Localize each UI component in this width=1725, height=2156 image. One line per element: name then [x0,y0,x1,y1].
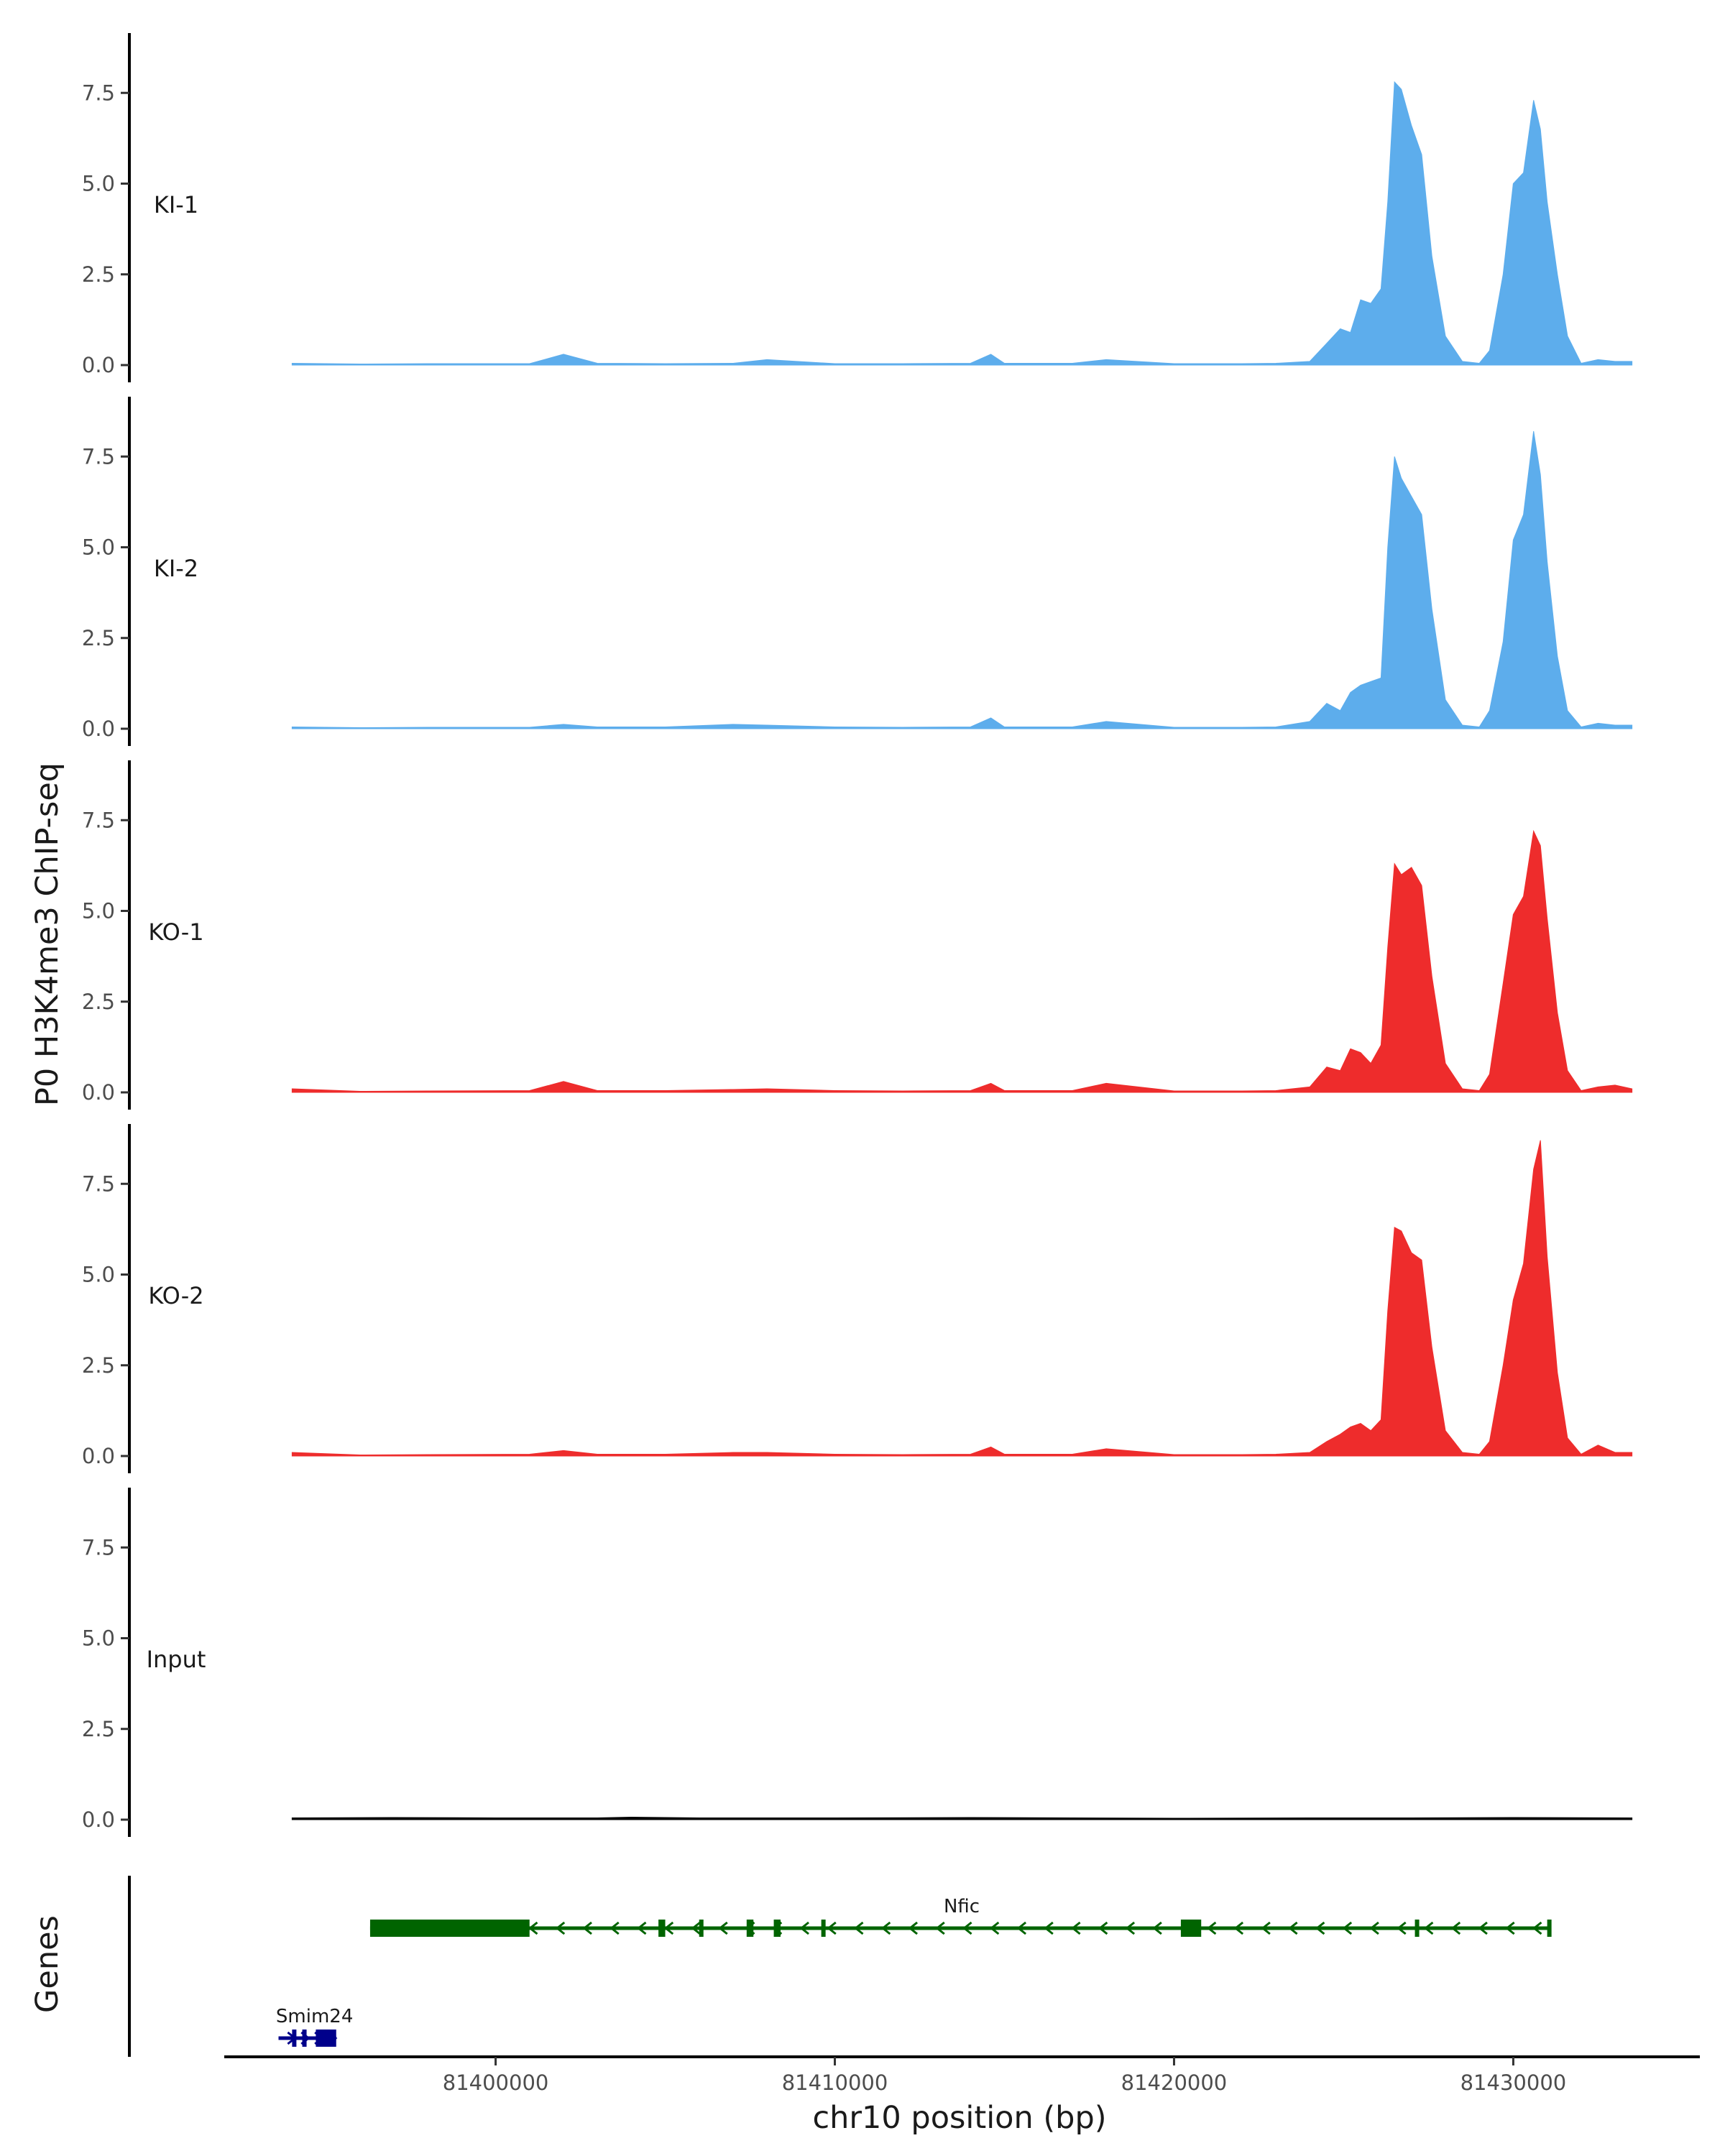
strand-arrow [1233,1921,1244,1935]
exon [746,1920,754,1937]
strand-arrow [1478,1921,1488,1935]
strand-arrow [555,1921,566,1935]
track-ki-1: 0.0 2.5 5.0 7.5 KI-1 [82,33,1633,382]
y-tick-label: 7.5 [82,1171,115,1196]
strand-arrow [989,1921,1000,1935]
strand-arrow [582,1921,592,1935]
signal-area [291,829,1633,1093]
strand-arrow [1424,1921,1434,1935]
y-tick-label: 7.5 [82,808,115,832]
y-tick-label: 2.5 [82,1717,115,1741]
gene-nfic: Nfic [369,1896,1552,1937]
exon [302,2030,307,2047]
strand-arrow [799,1921,809,1935]
y-tick-label: 0.0 [82,717,115,741]
exon [658,1920,666,1937]
y-tick-label: 5.0 [82,1263,115,1287]
strand-arrow [1098,1921,1108,1935]
signal-area [291,1816,1633,1820]
y-tick-label: 7.5 [82,444,115,469]
track-ki-2: 0.0 2.5 5.0 7.5 KI-2 [82,397,1633,746]
strand-arrow [854,1921,864,1935]
signal-area [291,430,1633,729]
strand-arrow [1125,1921,1136,1935]
y-tick-label: 0.0 [82,1807,115,1832]
y-tick-label: 5.0 [82,899,115,923]
strand-arrow [1044,1921,1054,1935]
track-input: 0.0 2.5 5.0 7.5 Input [82,1488,1633,1837]
exon [1547,1920,1552,1937]
strand-arrow [637,1921,647,1935]
y-tick-label: 5.0 [82,1626,115,1651]
x-tick-label: 81410000 [782,2070,888,2095]
x-tick-label: 81400000 [443,2070,549,2095]
exon [316,2030,336,2047]
y-tick-label: 5.0 [82,535,115,560]
x-tick-label: 81420000 [1121,2070,1228,2095]
strand-arrow [1369,1921,1379,1935]
strand-arrow [1152,1921,1162,1935]
y-tick-label: 2.5 [82,1353,115,1378]
exon [821,1920,826,1937]
y-tick-label: 0.0 [82,1444,115,1468]
exon [699,1920,704,1937]
exon [292,2030,297,2047]
y-axis-title: P0 H3K4me3 ChIP-seq [29,763,65,1106]
genes-track: Nfic Smim24 [128,1876,1552,2057]
y-tick-label: 2.5 [82,990,115,1014]
strand-arrow [691,1921,701,1935]
y-tick-label: 2.5 [82,262,115,287]
gene-name-label: Smim24 [276,2006,353,2027]
gene-name-label: Nfic [944,1896,980,1917]
signal-tracks: 0.0 2.5 5.0 7.5 KI-1 0.0 2.5 5.0 7.5 KI-2 0.0 2.5 5.… [82,33,1633,1837]
exon [1180,1920,1202,1937]
strand-arrow [663,1921,674,1935]
strand-arrow [1532,1921,1542,1935]
track-label: KO-2 [148,1282,203,1309]
strand-arrow [1261,1921,1271,1935]
track-label: KO-1 [148,918,203,946]
x-axis: 81400000 81410000 81420000 81430000 [224,2055,1700,2095]
strand-arrow [962,1921,972,1935]
y-tick-label: 7.5 [82,1535,115,1560]
strand-arrow [610,1921,620,1935]
strand-arrow [1071,1921,1081,1935]
x-axis-title: chr10 position (bp) [812,2100,1106,2136]
genes-track-title: Genes [29,1915,65,2013]
exon [773,1920,781,1937]
strand-arrow [1315,1921,1325,1935]
y-tick-label: 2.5 [82,626,115,650]
signal-area [291,80,1633,366]
gene-smim24: Smim24 [276,2006,353,2047]
strand-arrow [1016,1921,1027,1935]
strand-arrow [718,1921,728,1935]
strand-arrow [1342,1921,1353,1935]
signal-area [291,1140,1633,1457]
strand-arrow [1288,1921,1298,1935]
strand-arrow [1206,1921,1217,1935]
y-tick-label: 7.5 [82,80,115,105]
strand-arrow [1505,1921,1515,1935]
y-tick-label: 0.0 [82,353,115,377]
strand-arrow [908,1921,919,1935]
exon [1414,1920,1420,1937]
y-tick-label: 0.0 [82,1080,115,1105]
track-label: Input [147,1646,206,1673]
strand-arrow [528,1921,538,1935]
strand-arrow [880,1921,891,1935]
strand-arrow [935,1921,945,1935]
track-ko-1: 0.0 2.5 5.0 7.5 KO-1 [82,760,1633,1110]
track-ko-2: 0.0 2.5 5.0 7.5 KO-2 [82,1124,1633,1473]
track-label: KI-1 [154,191,198,218]
strand-arrow [1397,1921,1407,1935]
strand-arrow [1450,1921,1461,1935]
track-label: KI-2 [154,555,198,582]
strand-arrow [827,1921,837,1935]
x-tick-label: 81430000 [1460,2070,1567,2095]
exon [369,1920,530,1937]
y-tick-label: 5.0 [82,172,115,196]
